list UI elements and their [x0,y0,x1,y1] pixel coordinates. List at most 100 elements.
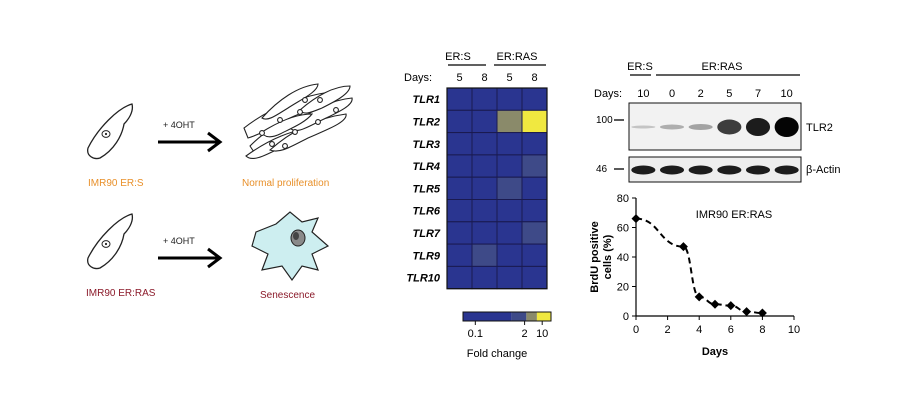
ras-cell-label: IMR90 ER:RAS [86,288,156,299]
heatmap-cell [471,132,498,156]
heatmap-gene-label: TLR4 [413,161,441,173]
chart-x-tick-label: 10 [788,324,800,336]
chart-x-tick-label: 6 [728,324,734,336]
heatmap-group-label-ras: ER:RAS [497,51,538,63]
blot-day-label: 0 [669,88,675,100]
chart-title: IMR90 ER:RAS [696,209,772,221]
senescent-cell-icon [251,211,330,282]
chart-y-tick-label: 20 [617,282,629,294]
blot-band-actin [631,165,656,175]
heatmap-cell [446,87,473,111]
heatmap-gene-label: TLR7 [413,228,441,240]
proliferating-cells-icon [243,83,353,159]
arrow-label-top: + 4OHT [163,120,195,130]
blot-band-actin [688,165,713,175]
blot-day-label: 2 [698,88,704,100]
chart-data-point [710,299,720,309]
chart-x-tick-label: 0 [633,324,639,336]
heatmap-cell [521,154,548,178]
blot-day-label: 10 [781,88,793,100]
heatmap-cell [446,221,473,245]
blot-day-label: 7 [755,88,761,100]
blot-band-actin [774,165,799,175]
heatmap-gene-label: TLR10 [406,273,441,285]
blot-strip-actin [628,156,802,183]
blot-day-label: 5 [726,88,732,100]
heatmap-cell [471,243,498,267]
heatmap-scale-tick-label: 2 [522,328,528,340]
proliferation-label: Normal proliferation [242,178,329,189]
heatmap-gene-label: TLR1 [413,94,441,106]
heatmap-day-label: 5 [506,72,512,84]
heatmap-cell [471,154,498,178]
heatmap-cell [496,243,523,267]
heatmap-cell [521,199,548,223]
heatmap-cell [496,109,523,134]
arrow-label-bottom: + 4OHT [163,236,195,246]
heatmap-cell [471,87,498,111]
heatmap-cell [471,221,498,245]
heatmap-cell [496,176,523,200]
western-blot-panel: ER:S ER:RAS Days: 10 0 2 5 7 10 100 46 TLR2 β… [594,61,840,183]
heatmap-scale-tick-label: 10 [536,328,548,340]
heatmap-scale-segment [511,312,527,321]
ers-cell-icon [87,103,134,160]
blot-group-label-ers: ER:S [627,61,653,73]
heatmap-frame [446,87,548,290]
heatmap-cell [471,199,498,223]
chart-y-tick-label: 80 [617,193,629,205]
chart-data-point [678,242,688,252]
blot-band-actin [659,165,685,175]
ras-cell-icon [87,213,134,270]
heatmap-cell [471,265,498,290]
chart-y-axis-label-line2: cells (%) [602,234,614,279]
heatmap-cell [446,265,473,290]
cell-schematic-panel: IMR90 ER:S + 4OHT Normal proliferation [86,83,353,301]
heatmap-cell [521,243,548,267]
heatmap-scale-title: Fold change [467,348,528,360]
blot-band-actin [717,165,742,175]
heatmap-gene-label: TLR2 [413,116,441,128]
blot-band-tlr2 [659,124,685,130]
chart-data-point [694,292,704,302]
heatmap-scale-tick-label: 0.1 [468,328,483,340]
heatmap-gene-label: TLR6 [413,206,441,218]
heatmap-cell [446,199,473,223]
heatmap-cell [471,176,498,200]
blot-strip-tlr2 [628,102,802,151]
heatmap-cell [496,265,523,290]
heatmap-cell [496,221,523,245]
heatmap-cell [521,265,548,290]
arrow-right-icon [158,247,223,269]
heatmap-cell [446,154,473,178]
heatmap-scale-segment [463,312,512,321]
heatmap-panel: ER:S ER:RAS Days: 5 8 5 8 TLR1 TLR2 TLR3 TLR4 T… [404,51,552,360]
heatmap-scale-segment [536,312,551,321]
blot-band-label-actin: β-Actin [806,164,840,176]
senescence-label: Senescence [260,290,315,301]
heatmap-gene-label: TLR9 [413,250,441,262]
chart-x-tick-label: 2 [665,324,671,336]
heatmap-days-label: Days: [404,72,432,84]
chart-x-tick-label: 4 [696,324,702,336]
blot-band-tlr2 [631,125,656,129]
chart-y-axis-label-line1: BrdU positive [589,221,601,293]
ers-cell-label: IMR90 ER:S [88,178,144,189]
chart-data-point [757,308,767,318]
chart-y-tick-label: 0 [623,311,629,323]
heatmap-day-label: 8 [531,72,537,84]
blot-band-label-tlr2: TLR2 [806,122,833,134]
chart-data-point [742,307,752,317]
heatmap-cell [471,109,498,134]
heatmap-cell [446,109,473,134]
heatmap-gene-label: TLR5 [413,183,441,195]
blot-band-actin [745,165,771,175]
blot-marker-46: 46 [596,164,608,175]
heatmap-scale-frame [462,311,552,322]
heatmap-gene-label: TLR3 [413,139,441,151]
heatmap-day-label: 8 [481,72,487,84]
heatmap-day-label: 5 [456,72,462,84]
chart-data-point [631,214,641,224]
arrow-right-icon [158,131,223,153]
